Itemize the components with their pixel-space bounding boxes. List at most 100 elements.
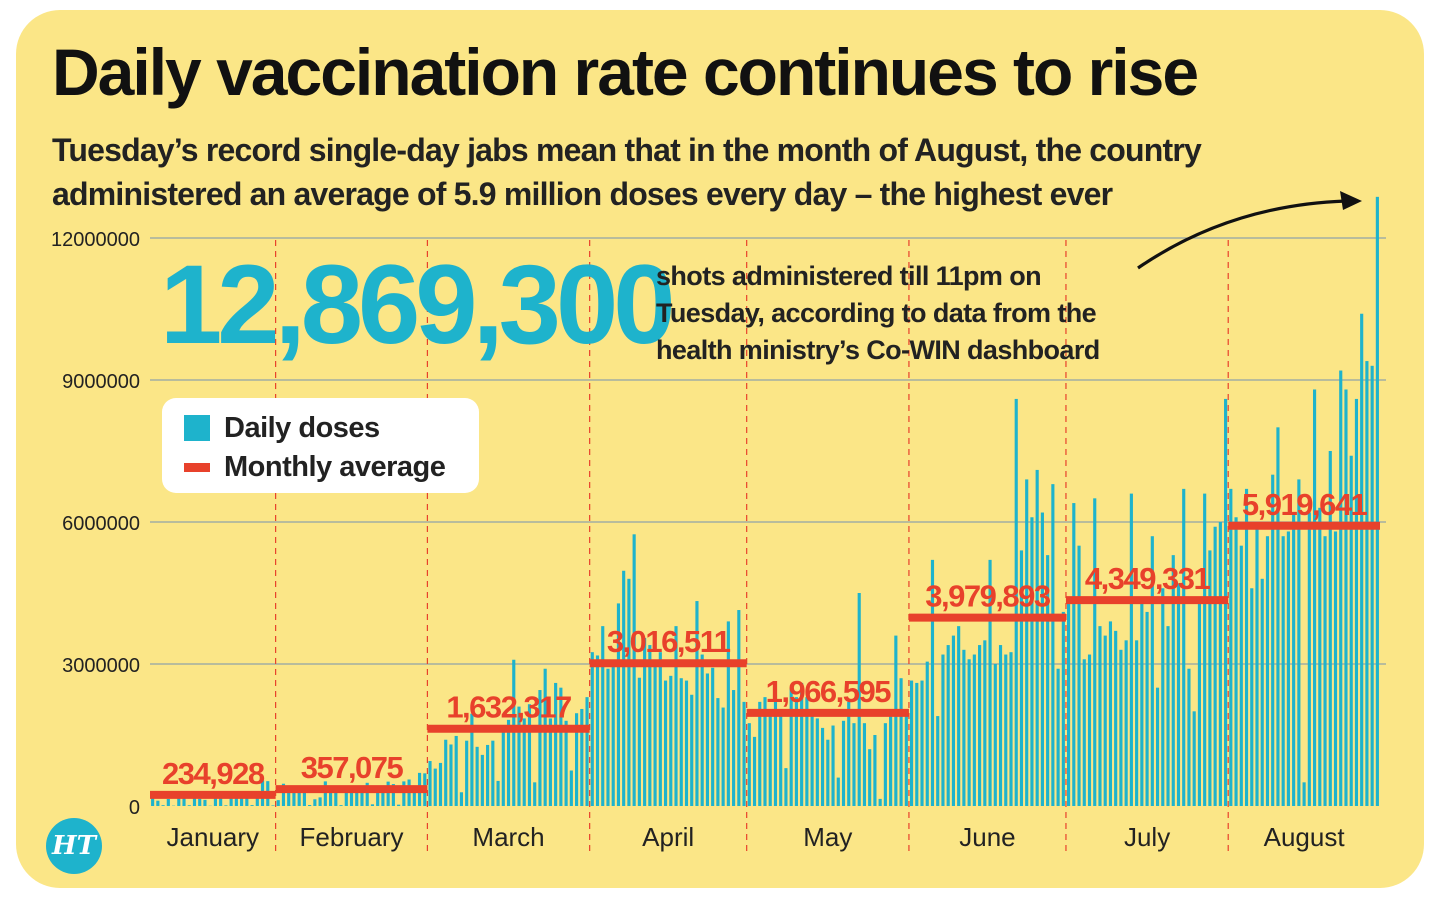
daily-bar (470, 713, 474, 806)
daily-bar (182, 796, 186, 806)
daily-bar (240, 794, 244, 806)
daily-bar (616, 603, 621, 806)
daily-bar (784, 768, 788, 806)
daily-bar (391, 784, 395, 806)
daily-bar (1140, 597, 1144, 806)
daily-bar (329, 788, 333, 806)
daily-bar (297, 790, 301, 806)
daily-bar (1375, 196, 1379, 807)
daily-bar (1370, 365, 1374, 806)
daily-bar (967, 659, 971, 806)
callout-arrow-head (1340, 191, 1362, 210)
y-tick-label: 12000000 (51, 229, 140, 251)
daily-bar (674, 626, 678, 806)
daily-bar (679, 678, 683, 806)
daily-bar (1176, 583, 1181, 806)
daily-bar (1077, 545, 1081, 806)
daily-bar (622, 570, 626, 806)
daily-bar (1323, 536, 1327, 806)
daily-bar (349, 788, 354, 806)
daily-bar (323, 781, 327, 806)
daily-bar (763, 697, 767, 806)
daily-bar (449, 744, 453, 806)
daily-bar (857, 593, 861, 806)
daily-bar (606, 668, 610, 806)
daily-bar (397, 804, 401, 806)
daily-bar (1093, 498, 1097, 806)
callout-arrow-line (1137, 199, 1347, 270)
daily-bar (287, 788, 291, 806)
daily-bar (1166, 626, 1170, 806)
daily-bar (224, 805, 228, 806)
daily-bar (1129, 493, 1133, 806)
daily-bar (1108, 621, 1113, 806)
daily-bar (585, 697, 589, 806)
daily-bar (1004, 654, 1008, 806)
daily-bar (1302, 782, 1306, 806)
daily-bar (1082, 659, 1086, 806)
ht-logo-icon: HT (46, 818, 102, 874)
month-labels: January February March April May June July Augu… (167, 822, 1346, 852)
daily-bar (920, 680, 924, 806)
daily-bar (527, 704, 532, 806)
daily-bar (496, 780, 500, 806)
daily-bar (454, 735, 458, 806)
y-tick-label: 9000000 (62, 371, 140, 393)
daily-bar (836, 777, 840, 806)
daily-bar (632, 534, 636, 806)
daily-bar (334, 789, 338, 806)
monthly-average-label: 5,919,641 (1242, 487, 1368, 522)
record-doses-caption: shots administered till 11pm on Tuesday,… (656, 258, 1100, 369)
daily-bar (841, 720, 846, 806)
daily-bar (1046, 555, 1050, 806)
subtitle-line-1: Tuesday’s record single-day jabs mean th… (52, 132, 1202, 168)
daily-bar (250, 805, 254, 806)
month-label: May (803, 822, 852, 852)
daily-bar (716, 698, 720, 806)
daily-bar (575, 713, 579, 806)
subtitle-line-2: administered an average of 5.9 million d… (52, 176, 1113, 212)
daily-bar (480, 754, 484, 806)
daily-bar (245, 795, 249, 806)
daily-bar (1239, 545, 1243, 806)
daily-bar (721, 707, 725, 806)
daily-bar (313, 799, 317, 806)
daily-bar (1281, 536, 1285, 806)
month-label: February (299, 822, 403, 852)
daily-bar (742, 701, 746, 806)
daily-bar (438, 762, 443, 806)
daily-bar (1192, 711, 1196, 806)
legend-item-average: Monthly average (184, 449, 446, 485)
daily-bar (737, 610, 741, 806)
daily-bar (1150, 536, 1154, 806)
daily-bar (1276, 427, 1280, 806)
daily-bar (1250, 588, 1254, 806)
daily-bar (590, 652, 594, 806)
daily-bar (459, 792, 463, 806)
daily-bar (538, 690, 542, 806)
daily-bar (465, 740, 469, 806)
daily-bar (522, 718, 526, 806)
daily-bar (1354, 398, 1359, 806)
daily-bar (386, 781, 390, 806)
daily-bar (1333, 531, 1338, 806)
daily-bar (930, 559, 935, 806)
daily-bar (852, 723, 856, 806)
daily-bar (151, 796, 155, 806)
daily-bar (1019, 550, 1024, 806)
monthly-average-label: 4,349,331 (1085, 561, 1211, 596)
monthly-average-label: 1,632,317 (446, 690, 571, 725)
daily-bar (475, 746, 479, 806)
daily-bar (1155, 687, 1160, 806)
daily-bar (281, 783, 286, 806)
monthly-average-label: 1,966,595 (766, 674, 892, 709)
daily-bar (831, 725, 835, 806)
daily-bar (412, 791, 416, 806)
chart-legend: Daily doses Monthly average (162, 398, 479, 493)
caption-line-2: Tuesday, according to data from the (656, 298, 1097, 328)
daily-bar (433, 768, 437, 806)
daily-bar (1328, 451, 1332, 806)
month-label: March (472, 822, 544, 852)
daily-bar (1292, 512, 1296, 806)
